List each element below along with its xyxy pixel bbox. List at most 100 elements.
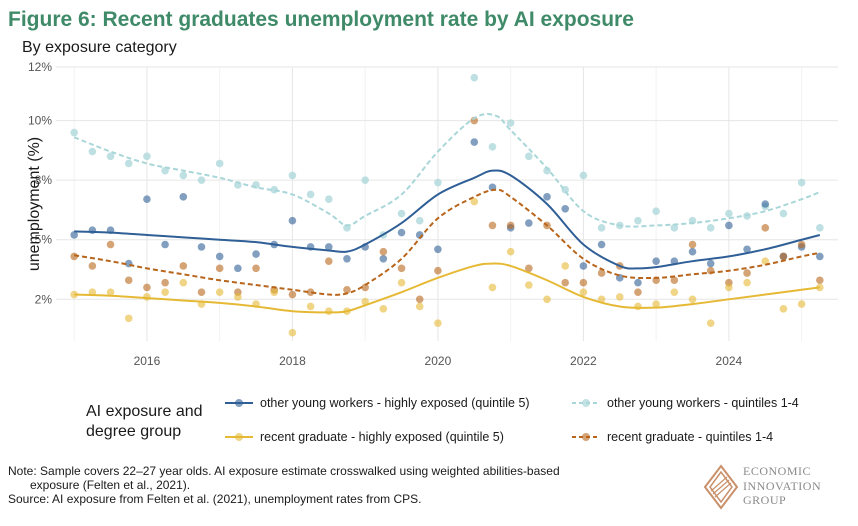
legend-item-recent-graduate-quintiles-1-4: recent graduate - quintiles 1-4 (571, 430, 773, 444)
trend-line (74, 262, 820, 314)
data-point (488, 143, 497, 151)
footnote-line: Note: Sample covers 22–27 year olds. AI … (8, 464, 560, 478)
trend-line (74, 188, 821, 296)
data-point (434, 266, 442, 275)
data-point (252, 250, 260, 258)
data-point (143, 293, 151, 301)
data-point (415, 302, 424, 311)
data-point (579, 278, 588, 287)
data-point (525, 219, 533, 227)
data-point (670, 224, 679, 232)
data-point (143, 152, 151, 161)
data-point (124, 159, 133, 168)
data-point (324, 307, 333, 316)
data-point (215, 252, 224, 261)
data-point (415, 295, 424, 304)
logo-line: ECONOMIC (743, 464, 812, 478)
data-point (324, 195, 333, 204)
data-point (597, 224, 606, 232)
data-point (470, 73, 479, 82)
data-point (361, 283, 369, 292)
data-point (488, 283, 497, 292)
data-point (561, 278, 570, 287)
data-point (379, 254, 388, 263)
data-point (434, 319, 442, 327)
chart-plot: 2016 2018 2020 2022 2024 2% 5% 8% 10% 12% unemploy… (26, 60, 838, 368)
data-point (561, 204, 570, 213)
data-point (288, 171, 297, 180)
legend-key-line (572, 433, 600, 441)
data-point (215, 159, 224, 168)
data-point (215, 264, 224, 273)
data-point (106, 240, 115, 249)
logo-line: GROUP (743, 493, 787, 507)
legend-key-line (225, 433, 253, 441)
data-point (652, 207, 660, 215)
legend-item-recent-graduate-quintile-5: recent graduate - highly exposed (quinti… (224, 430, 504, 444)
data-point (652, 300, 660, 308)
data-point (725, 283, 733, 292)
data-point (179, 262, 188, 270)
data-point (761, 200, 770, 208)
data-point (161, 278, 169, 287)
data-point (743, 245, 751, 254)
data-point (779, 209, 788, 218)
data-point (579, 262, 588, 270)
data-point (706, 319, 715, 327)
data-point (397, 228, 406, 237)
data-point (288, 216, 297, 225)
data-point (124, 276, 133, 285)
legend-item-other-young-workers-quintile-5: other young workers - highly exposed (qu… (224, 396, 530, 410)
data-point (161, 240, 169, 249)
data-point (252, 264, 260, 273)
data-point (179, 171, 188, 180)
legend-key-line (572, 399, 600, 407)
data-point (725, 221, 733, 230)
data-point (379, 247, 388, 256)
data-point (706, 224, 715, 232)
data-point (306, 288, 315, 296)
data-point (543, 193, 551, 201)
data-point (70, 128, 78, 137)
data-point (379, 305, 388, 313)
data-point (143, 283, 151, 292)
data-point (543, 295, 551, 304)
data-point (506, 119, 515, 127)
data-point (306, 190, 315, 199)
data-point (615, 293, 624, 301)
y-tick-label: 10% (28, 114, 52, 128)
data-point (634, 278, 642, 287)
legend-label: other young workers - highly exposed (qu… (260, 396, 530, 410)
data-point (197, 288, 206, 296)
trend-line (74, 169, 821, 270)
data-point (743, 269, 751, 277)
data-point (506, 221, 515, 230)
data-point (561, 262, 570, 270)
data-point (779, 305, 788, 313)
data-point (288, 290, 297, 299)
logo-line: INNOVATION (743, 478, 822, 493)
data-point (415, 216, 424, 225)
x-tick-label: 2016 (134, 354, 161, 368)
data-point (361, 176, 369, 184)
data-point (343, 254, 351, 263)
data-point (761, 224, 770, 232)
data-point (816, 224, 824, 232)
data-point (215, 288, 224, 296)
y-tick-label: 5% (35, 233, 53, 247)
data-point (816, 252, 824, 261)
data-point (688, 295, 697, 304)
diamond-logo-icon (703, 464, 739, 510)
data-point (597, 269, 606, 277)
data-point (525, 264, 533, 273)
footnote-line: exposure (Felten et al., 2021). (30, 478, 191, 492)
chart-title: Figure 6: Recent graduates unemployment … (8, 8, 634, 31)
data-point (343, 285, 351, 294)
data-point (397, 264, 406, 273)
legend-label: other young workers - quintiles 1-4 (607, 396, 799, 410)
data-point (197, 176, 206, 184)
data-point (124, 314, 133, 323)
data-point (434, 178, 442, 187)
data-point (634, 216, 642, 225)
data-point (234, 293, 242, 301)
